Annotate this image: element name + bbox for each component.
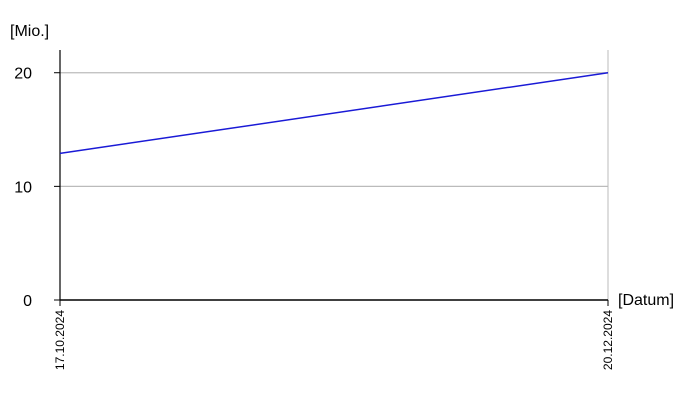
y-axis-label: [Mio.] [10, 23, 49, 40]
x-axis-label: [Datum] [618, 292, 674, 309]
x-tick-label: 17.10.2024 [53, 310, 67, 370]
y-tick-label: 0 [23, 293, 32, 310]
y-tick-label: 10 [14, 179, 32, 196]
y-tick-label: 20 [14, 66, 32, 83]
data-line [59, 71, 609, 155]
x-tick-label: 20.12.2024 [601, 310, 615, 370]
